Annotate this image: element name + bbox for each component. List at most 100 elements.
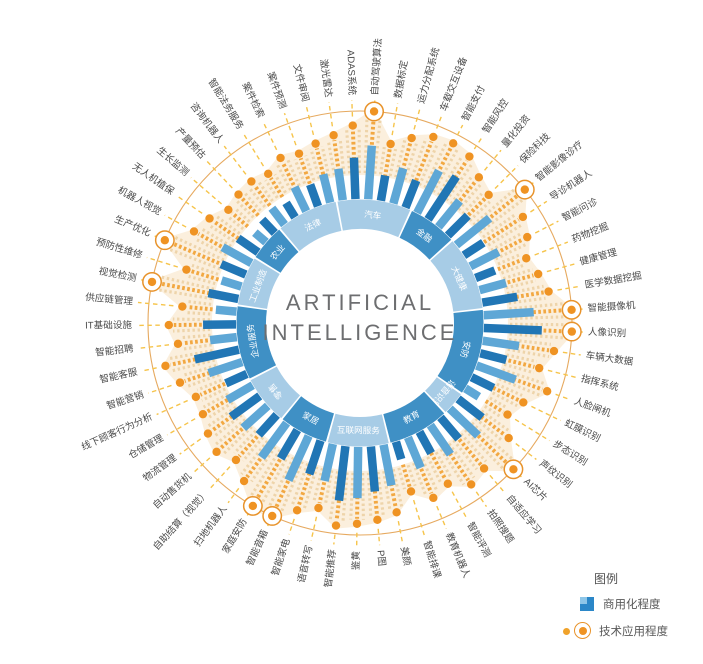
tech-dot-marker [567, 305, 576, 314]
commercial-bar [376, 174, 390, 202]
tech-dot-marker [175, 378, 185, 387]
commercial-bar [446, 405, 481, 439]
legend: 图例 商用化程度 技术应用程度 [560, 570, 700, 650]
item-label: 自动驾驶算法 [369, 37, 385, 96]
texture-ray [181, 364, 217, 378]
commercial-bar [224, 370, 249, 388]
item-label: 智能支付 [459, 83, 488, 123]
texture-ray [312, 467, 324, 504]
item-label: AI芯片 [521, 476, 550, 504]
item-label: 智能风控 [480, 96, 511, 135]
texture-ray [248, 187, 267, 209]
item-label: 预防性维修 [95, 236, 145, 262]
commercial-bar [305, 439, 325, 476]
label-connector [333, 534, 336, 545]
label-connector [391, 103, 399, 136]
commercial-bar [401, 178, 421, 210]
texture-ray [474, 417, 503, 442]
tech-ray [187, 305, 213, 312]
tech-dot-marker [276, 153, 285, 163]
item-label: 医学数据挖掘 [584, 270, 643, 291]
label-connector [489, 474, 506, 494]
label-connector [223, 145, 247, 175]
texture-ray [459, 432, 488, 463]
commercial-bar [435, 198, 463, 230]
label-connector [451, 491, 468, 520]
commercial-bar [268, 205, 288, 228]
commercial-bar [228, 392, 263, 421]
label-connector [164, 214, 187, 228]
tech-dot-marker [239, 476, 249, 486]
texture-ray [506, 353, 537, 363]
tech-small-dot-icon [563, 627, 570, 635]
commercial-bar [363, 145, 377, 200]
texture-ray [421, 458, 439, 493]
tech-dot-marker [522, 254, 531, 263]
tech-ray [497, 258, 523, 272]
texture-ray [193, 237, 228, 257]
item-label: 虹膜识别 [563, 417, 603, 445]
sector-label-安防: 安防 [458, 340, 473, 360]
item-label: 文件审阅 [291, 63, 312, 103]
item-label: 产量预估 [173, 125, 208, 161]
label-connector [562, 351, 581, 356]
tech-dot-marker [247, 177, 256, 186]
tech-dot-marker [248, 501, 258, 511]
texture-ray [185, 311, 211, 316]
label-connector [397, 520, 404, 543]
tech-dot-marker [212, 447, 221, 457]
texture-ray [309, 148, 321, 180]
commercial-bar [193, 345, 240, 364]
tech-dot-marker [429, 493, 438, 503]
label-connector [413, 108, 421, 130]
item-label: 鉴黄 [350, 550, 362, 570]
item-label: 机器人视觉 [116, 184, 164, 218]
commercial-bar [379, 443, 396, 487]
texture-ray [480, 409, 510, 433]
label-connector [555, 393, 570, 401]
tech-dot-marker [314, 503, 323, 513]
commercial-bar [319, 173, 335, 204]
commercial-bar [215, 305, 237, 316]
tech-dot-marker [311, 139, 320, 148]
legend-commercial-label: 商用化程度 [603, 599, 661, 611]
tech-dot-marker [544, 287, 553, 296]
item-label: IT基础设施 [85, 319, 132, 332]
tech-dot-marker [189, 227, 199, 236]
label-connector [206, 160, 233, 189]
item-label: 生产优化 [113, 213, 153, 239]
sector-零售 [250, 366, 301, 419]
texture-ray [439, 448, 466, 486]
texture-ray [508, 296, 546, 305]
tech-dot-marker [373, 515, 382, 525]
texture-ray [302, 466, 319, 509]
tech-dot-marker [406, 487, 416, 496]
commercial-bar [424, 174, 460, 222]
tech-ray [426, 146, 453, 193]
texture-ray [487, 222, 524, 247]
item-label: 药物挖掘 [570, 220, 610, 245]
item-label: 智能招聘 [95, 342, 135, 358]
label-connector [377, 528, 381, 546]
label-connector [456, 124, 464, 136]
tech-ray [484, 399, 505, 414]
texture-ray [449, 175, 473, 205]
item-label: 人像识别 [588, 326, 627, 340]
texture-ray [293, 158, 307, 185]
texture-ray [505, 279, 537, 290]
texture-ray [502, 267, 534, 281]
tech-dot-marker [392, 508, 401, 517]
tech-dot-marker [203, 429, 213, 438]
item-label: 语音转写 [295, 544, 315, 584]
sector-语音识别 [425, 377, 461, 413]
item-label: 人脸闸机 [572, 395, 613, 420]
texture-ray [498, 377, 542, 398]
tech-dot-marker [509, 465, 518, 474]
tech-ray [400, 464, 412, 488]
item-label: 供应链管理 [85, 291, 134, 307]
tech-dot-marker [448, 139, 458, 148]
texture-ray [196, 378, 222, 392]
label-connector [156, 399, 188, 416]
item-label: 教育机器人 [443, 531, 473, 580]
